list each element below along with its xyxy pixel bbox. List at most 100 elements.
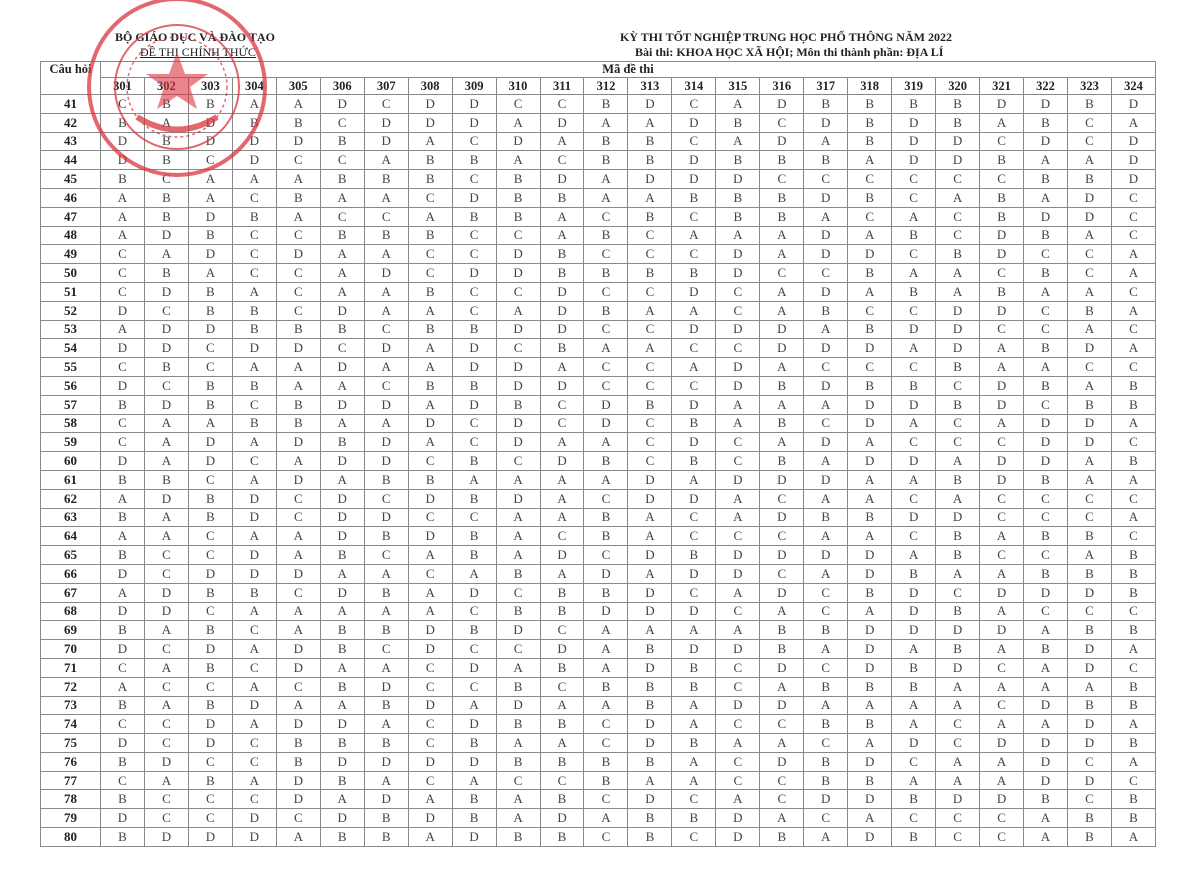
answer-cell: C [100,244,145,265]
answer-cell: B [319,169,365,189]
answer-cell: B [671,187,717,208]
answer-cell: C [100,357,145,377]
answer-cell: A [1110,338,1157,359]
answer-cell: C [759,563,805,584]
answer-cell: A [100,488,145,509]
answer-cell: B [1023,338,1068,359]
answer-cell: D [847,338,893,359]
answer-cell: D [979,620,1025,641]
answer-cell: B [847,714,893,735]
answer-cell: B [407,225,453,246]
answer-cell: D [627,488,673,509]
answer-cell: C [1110,187,1157,208]
exam-code-header: Mã đề thi [100,61,1156,78]
answer-cell: A [1023,187,1068,208]
question-number: 42 [40,112,101,133]
answer-cell: A [539,733,585,753]
answer-cell: B [583,507,629,528]
answer-cell: D [495,432,541,453]
answer-cell: A [671,714,717,735]
official-exam-label: ĐỀ THI CHÍNH THỨC [140,45,256,59]
answer-cell: D [407,526,453,547]
answer-cell: D [759,751,805,772]
table-row: 45 B C A A A B B B C B D A D D D C C C C C C B B D [40,169,1157,189]
answer-cell: C [803,169,849,189]
answer-cell: C [979,657,1025,678]
answer-cell: C [627,225,673,246]
answer-cell: D [187,319,233,340]
answer-cell: C [187,469,233,490]
answer-cell: B [627,751,673,772]
table-row: 73 B A B D A A B D A D A A B A D D A A A A C D B B [40,695,1157,716]
answer-cell: C [1023,507,1068,528]
answer-cell: A [1066,281,1112,302]
answer-cell: C [275,582,321,603]
answer-cell: D [100,300,145,321]
answer-cell: B [363,582,409,603]
answer-cell: D [891,394,937,415]
answer-cell: D [759,131,805,152]
answer-cell: B [891,94,937,114]
answer-cell: B [671,545,717,565]
question-number: 66 [40,563,101,584]
answer-cell: A [231,357,277,377]
answer-cell: B [319,733,365,753]
answer-cell: B [583,150,629,171]
answer-cell: D [627,789,673,810]
answer-cell: C [979,827,1025,847]
answer-cell: C [979,488,1025,509]
answer-cell: B [539,338,585,359]
answer-cell: B [539,789,585,810]
answer-cell: B [627,263,673,283]
answer-cell: C [715,281,761,302]
answer-cell: D [759,695,805,716]
answer-cell: B [803,507,849,528]
answer-cell: C [363,206,409,227]
answer-cell: A [1023,808,1068,829]
answer-cell: C [891,488,937,509]
answer-cell: A [275,695,321,716]
answer-cell: B [143,206,189,227]
answer-cell: A [891,770,937,791]
answer-cell: C [979,319,1025,340]
answer-cell: D [451,357,497,377]
answer-cell: A [100,206,145,227]
answer-cell: C [671,244,717,265]
table-row: 41 C B B A A D C D D C C B D C A D B B B B D D B D [40,94,1157,114]
answer-cell: B [1066,563,1112,584]
answer-cell: C [583,281,629,302]
ministry-name: BỘ GIÁO DỤC VÀ ĐÀO TẠO [115,30,275,44]
answer-cell: C [935,432,981,453]
answer-cell: C [407,507,453,528]
answer-cell: C [407,244,453,265]
answer-cell: D [451,714,497,735]
answer-cell: A [143,451,189,471]
answer-cell: A [1023,357,1068,377]
answer-cell: A [583,187,629,208]
table-row: 43 D B D D D B D A C D A B B C A D A B D D C D C D [40,131,1157,152]
answer-cell: B [275,733,321,753]
answer-cell: D [979,375,1025,396]
answer-cell: D [275,789,321,810]
answer-cell: D [979,789,1025,810]
answer-cell: A [803,319,849,340]
answer-cell: A [407,432,453,453]
answer-cell: C [803,263,849,283]
answer-cell: A [979,112,1025,133]
answer-cell: C [231,263,277,283]
answer-cell: A [715,789,761,810]
question-number: 60 [40,451,101,471]
answer-cell: D [891,150,937,171]
answer-cell: B [803,620,849,641]
answer-cell: D [1023,432,1068,453]
answer-cell: A [979,714,1025,735]
question-number: 56 [40,375,101,396]
answer-cell: B [1110,620,1157,641]
answer-cell: D [143,281,189,302]
answer-cell: C [935,413,981,434]
table-row: 63 B A B D C D D C C A A B A C A D B B D D C C C A [40,507,1157,528]
answer-cell: C [143,563,189,584]
answer-cell: B [803,714,849,735]
answer-cell: B [935,357,981,377]
answer-cell: B [847,131,893,152]
